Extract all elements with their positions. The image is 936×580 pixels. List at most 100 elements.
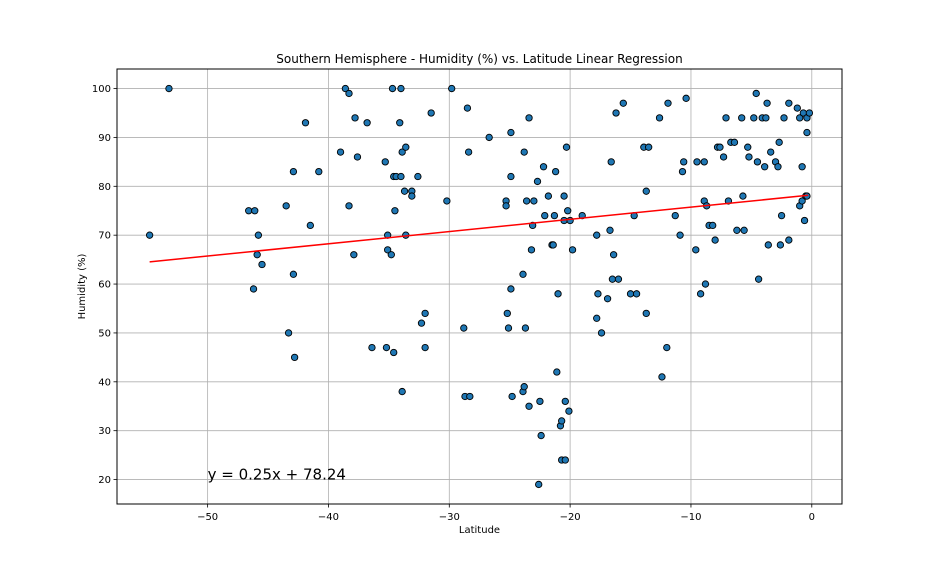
data-point [503,309,511,318]
data-point [382,343,391,352]
data-point [776,241,785,249]
data-point [306,221,314,230]
data-point [562,143,571,151]
data-point [671,211,679,220]
data-point [520,148,528,156]
y-tick-label: 90 [98,133,111,144]
data-point [249,285,258,293]
data-point [612,109,620,117]
data-point [798,197,806,205]
data-point [527,246,536,254]
data-point [341,84,350,93]
data-point [597,329,606,337]
regression-line [149,194,809,263]
x-tick-label: −40 [318,512,339,523]
data-point [680,158,688,166]
y-tick-label: 100 [92,84,111,95]
data-point [519,270,527,278]
data-point [507,128,515,137]
data-point [800,216,809,225]
data-point [609,251,618,259]
data-point [520,383,528,391]
data-point [745,153,753,161]
x-tick-label: −30 [439,512,460,523]
data-point [414,172,422,181]
data-point [448,84,456,93]
y-tick-label: 70 [98,231,111,242]
data-point [400,187,409,195]
data-point [165,84,173,93]
data-point [289,167,298,176]
data-point [606,226,614,234]
data-point [692,246,700,254]
chart-title: Southern Hemisphere - Humidity (%) vs. L… [276,52,682,66]
data-point [397,172,405,181]
data-point [696,290,705,298]
data-point [460,324,468,332]
data-point [738,114,746,122]
data-point [803,128,811,137]
data-point [700,158,708,166]
data-point [558,417,566,425]
data-point [693,158,701,166]
data-point [619,99,627,107]
data-point [658,373,666,381]
data-point [564,207,572,215]
data-point [351,114,359,122]
y-tick-label: 30 [98,426,111,437]
data-point [254,231,263,239]
data-point [753,158,762,166]
data-point [553,368,561,376]
data-point [554,290,562,298]
data-point [752,89,760,98]
data-point [763,99,771,107]
data-point [785,236,793,244]
data-point [593,231,601,239]
data-point [350,251,358,259]
regression-layer [149,194,809,263]
data-point [744,143,752,151]
data-point [381,158,389,166]
y-tick-label: 80 [98,182,111,193]
data-point [464,148,473,156]
x-axis-label: Latitude [459,525,500,536]
data-point [258,260,266,269]
x-tick-label: −10 [680,512,701,523]
data-point [387,251,395,259]
data-point [709,221,717,230]
data-point [290,353,299,362]
data-point [607,158,615,166]
data-point [762,114,770,122]
data-point [536,397,544,406]
data-point [504,324,513,332]
data-point [502,202,510,210]
data-point [740,226,748,234]
data-point [544,192,553,200]
data-point [626,290,635,298]
y-axis-label: Humidity (%) [77,253,88,319]
data-point [608,275,617,283]
data-point [777,211,786,220]
data-point [253,251,261,259]
data-point [463,104,472,112]
data-point [719,153,728,161]
data-point [761,163,769,171]
data-point [774,163,782,171]
data-point [796,114,804,122]
data-point [594,290,602,298]
data-point [682,94,690,102]
data-point [561,397,569,406]
points-layer [145,84,814,489]
data-point [345,202,353,210]
data-point [530,197,538,205]
data-point [466,392,474,401]
data-point [793,104,801,112]
plot-frame [116,68,843,505]
ticks-layer: −50 −40 −30 −20 −10 0 20 30 40 50 60 70 80 90 100 [92,84,815,523]
data-point [402,143,410,151]
data-point [560,192,568,200]
data-point [397,84,405,93]
data-point [533,177,542,186]
y-tick-label: 60 [98,280,111,291]
